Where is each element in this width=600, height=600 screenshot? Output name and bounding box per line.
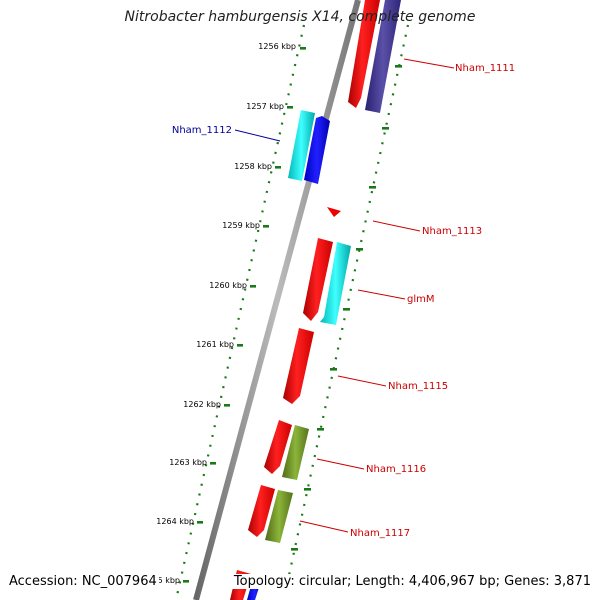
leader-line-1112 — [234, 129, 281, 142]
tick-label: 1256 kbp — [258, 42, 296, 51]
cds-navy-1111[interactable] — [365, 0, 401, 113]
tick-label: 1262 kbp — [183, 400, 221, 409]
cds-red-1117[interactable] — [248, 485, 275, 537]
cds-red-1116[interactable] — [264, 420, 292, 474]
tick-mark — [287, 106, 293, 109]
outer-tick-mark — [382, 127, 389, 130]
cds-blue-1112[interactable] — [304, 116, 330, 184]
outer-tick-mark — [369, 186, 376, 189]
outer-tick-mark — [317, 428, 324, 431]
tick-mark — [237, 344, 243, 347]
leader-line-1116 — [316, 458, 365, 470]
leader-line-1111 — [403, 58, 455, 69]
leader-line-1115 — [337, 375, 387, 387]
leader-line-1117 — [299, 520, 349, 533]
cds-red-glmm[interactable] — [303, 238, 333, 321]
tick-mark — [224, 404, 230, 407]
gene-label-nham-1113[interactable]: Nham_1113 — [422, 226, 482, 237]
cds-red-1111[interactable] — [348, 0, 380, 108]
tick-mark — [300, 47, 306, 50]
leader-line-1113 — [372, 220, 421, 232]
outer-tick-mark — [343, 308, 350, 311]
gene-label-nham-1112[interactable]: Nham_1112 — [172, 125, 232, 136]
cds-red-1113[interactable] — [327, 207, 341, 217]
tick-label: 1264 kbp — [156, 517, 194, 526]
genome-backbone — [193, 0, 361, 600]
inner-tick-ring — [174, 24, 306, 600]
outer-tick-mark — [330, 368, 337, 371]
cds-red-1115[interactable] — [283, 328, 314, 404]
tick-mark — [210, 462, 216, 465]
tick-label: 1258 kbp — [234, 162, 272, 171]
gene-label-nham-1116[interactable]: Nham_1116 — [366, 464, 426, 475]
tick-label: 1260 kbp — [209, 281, 247, 290]
map-title: Nitrobacter hamburgensis X14, complete g… — [124, 9, 476, 25]
tick-mark — [275, 166, 281, 169]
outer-tick-mark — [304, 488, 311, 491]
tick-mark — [197, 521, 203, 524]
outer-tick-mark — [356, 248, 363, 251]
gene-label-nham-1117[interactable]: Nham_1117 — [350, 528, 410, 539]
tick-label: 1265 kbp — [142, 576, 180, 585]
cds-cyan-glmm[interactable] — [320, 242, 351, 325]
leader-line-glmm — [357, 289, 406, 300]
accession-text: Accession: NC_007964 — [9, 574, 159, 589]
label-leaders — [234, 58, 455, 533]
outer-tick-mark — [395, 65, 402, 68]
gene-labels: Nham_1111 Nham_1112 Nham_1113 glmM Nham_… — [172, 63, 515, 539]
gene-label-nham-1111[interactable]: Nham_1111 — [455, 63, 515, 74]
tick-label: 1259 kbp — [222, 221, 260, 230]
cds-cyan-1112[interactable] — [288, 110, 315, 181]
cds-olive-1116[interactable] — [282, 425, 309, 480]
topology-text: Topology: circular; Length: 4,406,967 bp… — [231, 574, 591, 589]
tick-mark — [250, 285, 256, 288]
scale-ticks: 1256 kbp 1257 kbp 1258 kbp 1259 kbp 1260… — [142, 42, 402, 585]
tick-mark — [263, 225, 269, 228]
tick-mark — [183, 580, 189, 583]
tick-label: 1261 kbp — [196, 340, 234, 349]
gene-label-nham-1115[interactable]: Nham_1115 — [388, 381, 448, 392]
outer-tick-mark — [291, 548, 298, 551]
cds-olive-1117[interactable] — [265, 490, 293, 543]
tick-label: 1257 kbp — [246, 102, 284, 111]
tick-label: 1263 kbp — [169, 458, 207, 467]
gene-features — [230, 0, 401, 600]
gene-label-glmm[interactable]: glmM — [407, 294, 435, 305]
